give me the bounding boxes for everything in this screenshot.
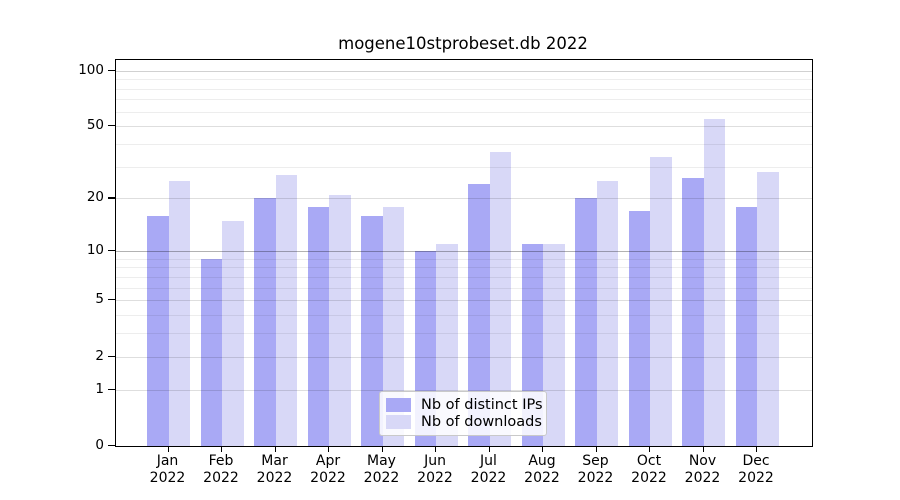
y-tick-mark bbox=[108, 125, 115, 127]
x-tick-mark bbox=[702, 446, 704, 452]
y-tick-mark bbox=[108, 388, 115, 390]
x-tick-label: Apr 2022 bbox=[310, 453, 346, 486]
y-tick-mark bbox=[108, 445, 115, 447]
bar-downloads bbox=[329, 194, 351, 446]
gridline bbox=[116, 99, 812, 101]
gridline bbox=[116, 258, 812, 260]
plot-area bbox=[115, 59, 813, 447]
gridline bbox=[116, 88, 812, 90]
gridline bbox=[116, 333, 812, 335]
gridline bbox=[116, 70, 812, 72]
y-tick-label: 5 bbox=[95, 291, 104, 308]
gridline bbox=[116, 389, 812, 391]
x-tick-label: Aug 2022 bbox=[524, 453, 560, 486]
bar-distinct-ips bbox=[575, 198, 597, 446]
gridline bbox=[116, 356, 812, 358]
bar-distinct-ips bbox=[628, 210, 650, 446]
legend-label-distinct-ips: Nb of distinct IPs bbox=[421, 396, 543, 413]
x-tick-mark bbox=[435, 446, 437, 452]
x-tick-mark bbox=[488, 446, 490, 452]
y-tick-label: 50 bbox=[86, 117, 104, 134]
gridline bbox=[116, 111, 812, 113]
legend-row-distinct-ips: Nb of distinct IPs bbox=[386, 397, 543, 413]
bar-distinct-ips bbox=[735, 206, 757, 446]
bar-distinct-ips bbox=[468, 184, 490, 446]
bar-downloads bbox=[168, 181, 190, 446]
bar-downloads bbox=[489, 152, 511, 446]
y-tick-label: 1 bbox=[95, 380, 104, 397]
x-tick-mark bbox=[756, 446, 758, 452]
bar-downloads bbox=[543, 243, 565, 446]
x-tick-label: Jan 2022 bbox=[149, 453, 186, 486]
bar-distinct-ips bbox=[682, 177, 704, 446]
bar-downloads bbox=[650, 156, 672, 446]
y-tick-mark bbox=[108, 355, 115, 357]
bar-downloads bbox=[222, 220, 244, 446]
bar-distinct-ips bbox=[307, 206, 329, 446]
x-tick-label: Oct 2022 bbox=[631, 453, 667, 486]
gridline bbox=[116, 287, 812, 289]
gridline bbox=[116, 251, 812, 252]
y-tick-label: 2 bbox=[95, 347, 104, 364]
x-tick-mark bbox=[649, 446, 651, 452]
x-tick-label: Sep 2022 bbox=[577, 453, 614, 486]
bar-downloads bbox=[757, 172, 779, 446]
y-tick-mark bbox=[108, 250, 115, 252]
gridline bbox=[116, 166, 812, 168]
gridline bbox=[116, 144, 812, 145]
x-tick-mark bbox=[595, 446, 597, 452]
y-tick-mark bbox=[108, 197, 115, 199]
bar-downloads bbox=[382, 206, 404, 446]
x-tick-mark bbox=[328, 446, 330, 452]
bar-distinct-ips bbox=[361, 215, 383, 446]
legend-swatch-downloads-icon bbox=[386, 415, 411, 430]
y-tick-label: 20 bbox=[86, 189, 104, 206]
y-tick-mark bbox=[108, 69, 115, 71]
chart-title: mogene10stprobeset.db 2022 bbox=[338, 34, 588, 53]
x-tick-mark bbox=[542, 446, 544, 452]
gridline bbox=[116, 276, 812, 278]
gridline bbox=[116, 267, 812, 269]
gridline bbox=[116, 300, 812, 302]
x-tick-mark bbox=[167, 446, 169, 452]
gridline bbox=[116, 315, 812, 317]
x-tick-label: May 2022 bbox=[363, 453, 400, 486]
x-tick-label: Dec 2022 bbox=[738, 453, 774, 486]
legend-row-downloads: Nb of downloads bbox=[386, 414, 542, 430]
bar-distinct-ips bbox=[147, 215, 169, 446]
x-tick-label: Feb 2022 bbox=[203, 453, 239, 486]
gridline bbox=[116, 126, 812, 128]
bar-distinct-ips bbox=[254, 198, 276, 446]
legend-swatch-distinct-ips-icon bbox=[386, 397, 411, 412]
bar-downloads bbox=[703, 118, 725, 446]
x-tick-mark bbox=[221, 446, 223, 452]
y-tick-label: 0 bbox=[95, 437, 104, 453]
x-tick-label: Jul 2022 bbox=[470, 453, 507, 486]
y-tick-label: 10 bbox=[86, 242, 104, 258]
bar-distinct-ips bbox=[200, 258, 222, 446]
gridline bbox=[116, 79, 812, 81]
legend-label-downloads: Nb of downloads bbox=[421, 414, 542, 431]
bar-downloads bbox=[275, 175, 297, 446]
x-tick-label: Nov 2022 bbox=[684, 453, 721, 486]
legend: Nb of distinct IPs Nb of downloads bbox=[379, 391, 547, 436]
x-tick-mark bbox=[274, 446, 276, 452]
x-tick-label: Jun 2022 bbox=[417, 453, 453, 486]
x-tick-mark bbox=[381, 446, 383, 452]
x-tick-label: Mar 2022 bbox=[256, 453, 293, 486]
y-tick-label: 100 bbox=[78, 61, 104, 78]
bar-downloads bbox=[596, 181, 618, 446]
y-tick-mark bbox=[108, 299, 115, 301]
gridline bbox=[116, 198, 812, 200]
